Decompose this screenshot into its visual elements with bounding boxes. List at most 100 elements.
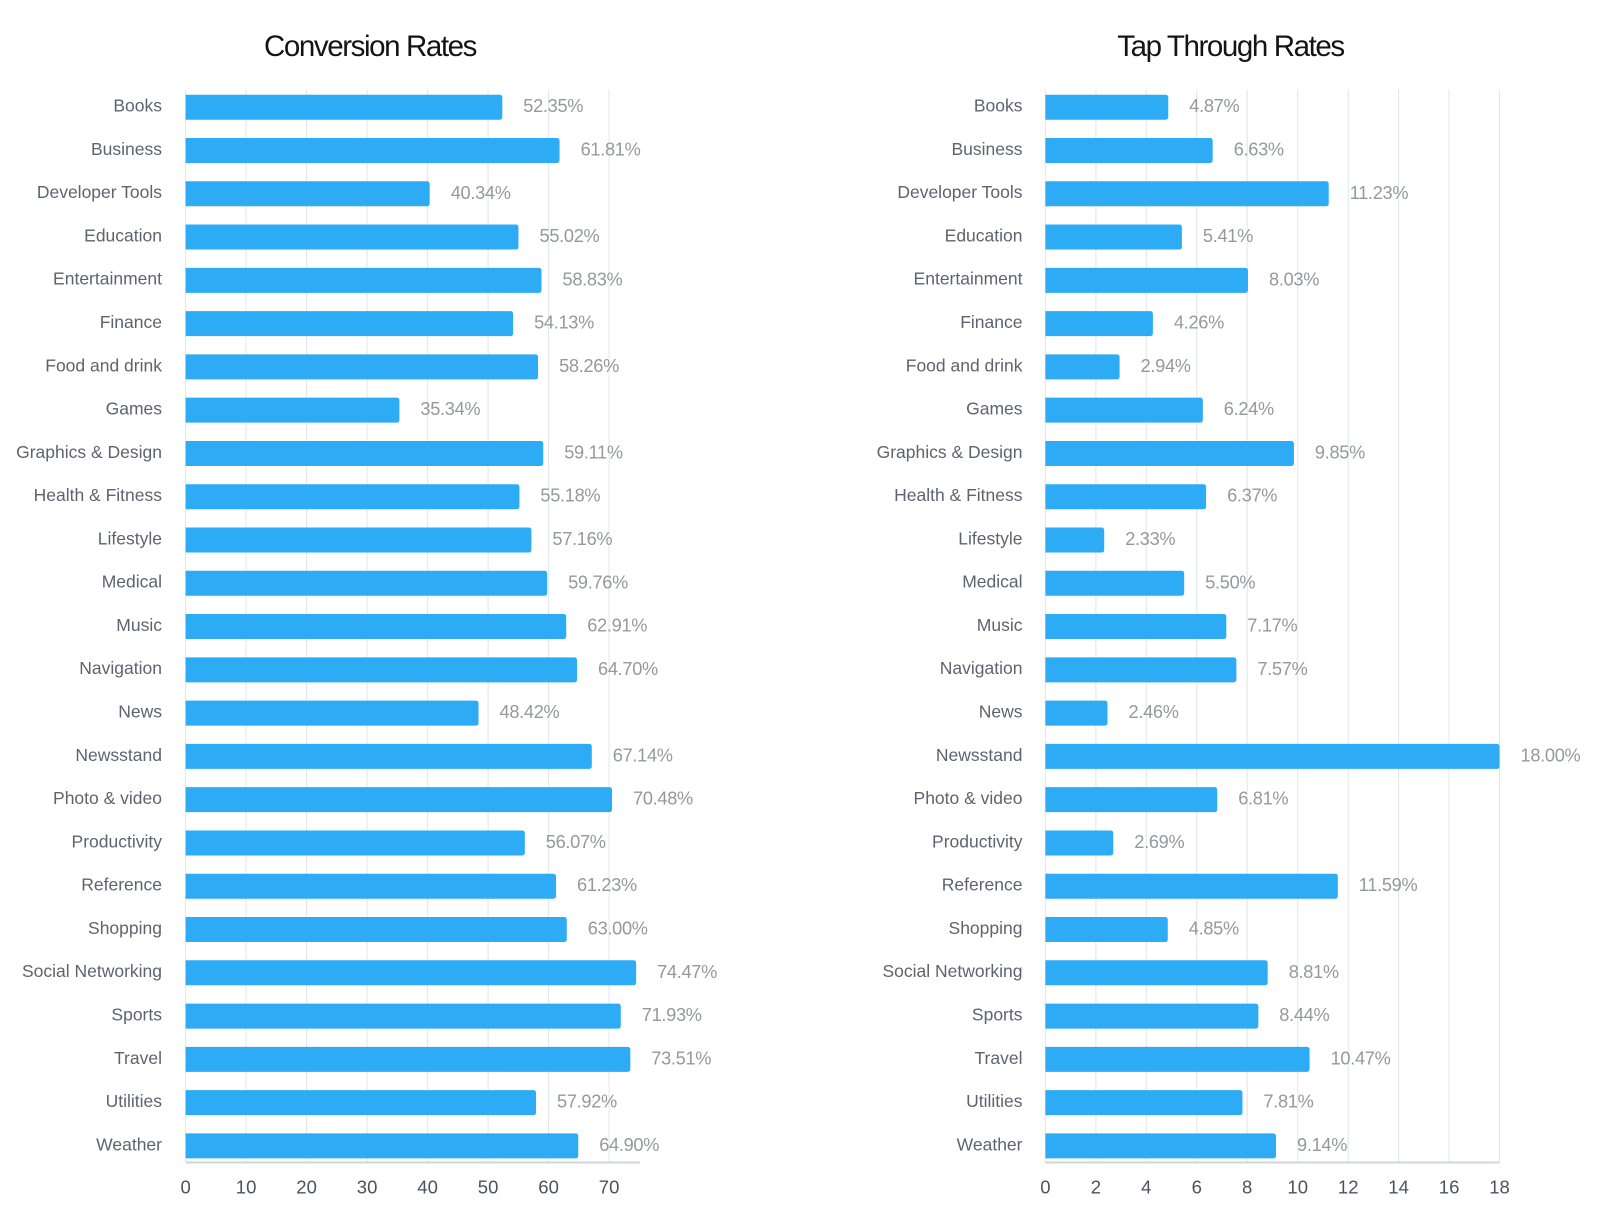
- svg-text:61.23%: 61.23%: [577, 875, 637, 895]
- svg-text:63.00%: 63.00%: [588, 919, 648, 939]
- svg-text:Developer Tools: Developer Tools: [897, 182, 1022, 202]
- svg-text:4: 4: [1141, 1177, 1151, 1198]
- svg-text:11.59%: 11.59%: [1359, 875, 1418, 895]
- svg-text:Business: Business: [951, 139, 1022, 159]
- svg-text:70: 70: [599, 1177, 620, 1198]
- svg-text:5.50%: 5.50%: [1205, 572, 1255, 592]
- svg-text:Reference: Reference: [942, 875, 1023, 895]
- svg-text:Games: Games: [966, 399, 1023, 419]
- svg-text:Sports: Sports: [972, 1005, 1023, 1025]
- svg-text:7.17%: 7.17%: [1247, 616, 1297, 636]
- svg-text:Weather: Weather: [957, 1134, 1023, 1154]
- svg-text:Lifestyle: Lifestyle: [98, 528, 162, 548]
- svg-text:Entertainment: Entertainment: [914, 269, 1023, 289]
- svg-text:59.76%: 59.76%: [568, 572, 628, 592]
- svg-text:Finance: Finance: [100, 312, 162, 332]
- svg-text:20: 20: [296, 1177, 317, 1198]
- svg-text:Tap Through Rates: Tap Through Rates: [1117, 30, 1344, 63]
- svg-text:40: 40: [417, 1177, 438, 1198]
- svg-text:Graphics & Design: Graphics & Design: [16, 442, 162, 462]
- svg-text:57.92%: 57.92%: [557, 1092, 617, 1112]
- svg-text:2.33%: 2.33%: [1125, 529, 1175, 549]
- svg-text:9.85%: 9.85%: [1315, 442, 1365, 462]
- svg-text:News: News: [979, 702, 1023, 722]
- svg-text:54.13%: 54.13%: [534, 313, 594, 333]
- svg-text:Productivity: Productivity: [932, 831, 1023, 851]
- svg-text:Photo & video: Photo & video: [914, 788, 1023, 808]
- svg-text:73.51%: 73.51%: [651, 1048, 711, 1068]
- svg-text:Graphics & Design: Graphics & Design: [877, 442, 1023, 462]
- svg-text:6.63%: 6.63%: [1234, 140, 1284, 160]
- svg-text:18: 18: [1489, 1177, 1510, 1198]
- svg-text:8.81%: 8.81%: [1289, 962, 1339, 982]
- svg-text:30: 30: [357, 1177, 378, 1198]
- svg-text:Finance: Finance: [960, 312, 1022, 332]
- svg-text:10.47%: 10.47%: [1331, 1048, 1391, 1068]
- svg-text:Utilities: Utilities: [106, 1091, 163, 1111]
- svg-text:5.41%: 5.41%: [1203, 226, 1253, 246]
- svg-text:Social Networking: Social Networking: [882, 961, 1022, 981]
- svg-text:Developer Tools: Developer Tools: [37, 182, 162, 202]
- svg-text:Education: Education: [945, 225, 1023, 245]
- svg-text:61.81%: 61.81%: [581, 140, 641, 160]
- svg-text:Newsstand: Newsstand: [75, 745, 162, 765]
- svg-text:4.85%: 4.85%: [1189, 919, 1239, 939]
- svg-text:Shopping: Shopping: [949, 918, 1023, 938]
- svg-text:35.34%: 35.34%: [420, 399, 480, 419]
- svg-text:6.24%: 6.24%: [1224, 399, 1274, 419]
- svg-text:57.16%: 57.16%: [552, 529, 612, 549]
- svg-text:Health & Fitness: Health & Fitness: [894, 485, 1023, 505]
- svg-text:7.57%: 7.57%: [1257, 659, 1307, 679]
- svg-text:59.11%: 59.11%: [564, 442, 623, 462]
- svg-text:8: 8: [1242, 1177, 1252, 1198]
- svg-text:6: 6: [1192, 1177, 1202, 1198]
- svg-text:4.87%: 4.87%: [1189, 96, 1239, 116]
- svg-text:Conversion Rates: Conversion Rates: [264, 30, 477, 63]
- svg-text:Health & Fitness: Health & Fitness: [34, 485, 163, 505]
- svg-text:2.69%: 2.69%: [1134, 832, 1184, 852]
- svg-text:55.18%: 55.18%: [540, 486, 600, 506]
- svg-text:2: 2: [1091, 1177, 1101, 1198]
- svg-text:52.35%: 52.35%: [523, 96, 583, 116]
- svg-text:48.42%: 48.42%: [500, 702, 560, 722]
- svg-text:12: 12: [1338, 1177, 1359, 1198]
- svg-text:Food and drink: Food and drink: [906, 355, 1023, 375]
- svg-text:11.23%: 11.23%: [1350, 183, 1409, 203]
- svg-text:Music: Music: [116, 615, 162, 635]
- svg-text:Medical: Medical: [102, 572, 162, 592]
- svg-text:10: 10: [1287, 1177, 1308, 1198]
- svg-text:Newsstand: Newsstand: [936, 745, 1023, 765]
- svg-text:Food and drink: Food and drink: [45, 355, 162, 375]
- svg-text:2.94%: 2.94%: [1141, 356, 1191, 376]
- svg-text:8.03%: 8.03%: [1269, 269, 1319, 289]
- svg-text:14: 14: [1388, 1177, 1409, 1198]
- svg-text:Lifestyle: Lifestyle: [958, 528, 1022, 548]
- svg-text:Medical: Medical: [962, 572, 1022, 592]
- svg-text:64.70%: 64.70%: [598, 659, 658, 679]
- svg-text:Books: Books: [113, 96, 162, 116]
- svg-text:18.00%: 18.00%: [1521, 745, 1581, 765]
- svg-text:Utilities: Utilities: [966, 1091, 1023, 1111]
- svg-text:9.14%: 9.14%: [1297, 1135, 1347, 1155]
- svg-text:Business: Business: [91, 139, 162, 159]
- svg-text:62.91%: 62.91%: [587, 616, 647, 636]
- svg-text:70.48%: 70.48%: [633, 789, 693, 809]
- svg-text:6.81%: 6.81%: [1238, 789, 1288, 809]
- svg-text:10: 10: [236, 1177, 257, 1198]
- svg-text:64.90%: 64.90%: [599, 1135, 659, 1155]
- svg-text:Books: Books: [974, 96, 1023, 116]
- svg-text:Navigation: Navigation: [940, 658, 1023, 678]
- svg-text:16: 16: [1439, 1177, 1460, 1198]
- svg-text:4.26%: 4.26%: [1174, 313, 1224, 333]
- svg-text:Social Networking: Social Networking: [22, 961, 162, 981]
- svg-text:Travel: Travel: [114, 1048, 162, 1068]
- svg-text:Sports: Sports: [111, 1005, 162, 1025]
- svg-text:56.07%: 56.07%: [546, 832, 606, 852]
- svg-text:Weather: Weather: [96, 1134, 162, 1154]
- svg-text:58.83%: 58.83%: [563, 269, 623, 289]
- svg-text:74.47%: 74.47%: [657, 962, 717, 982]
- svg-text:6.37%: 6.37%: [1227, 486, 1277, 506]
- svg-text:News: News: [118, 702, 162, 722]
- svg-text:8.44%: 8.44%: [1279, 1005, 1329, 1025]
- svg-text:Education: Education: [84, 225, 162, 245]
